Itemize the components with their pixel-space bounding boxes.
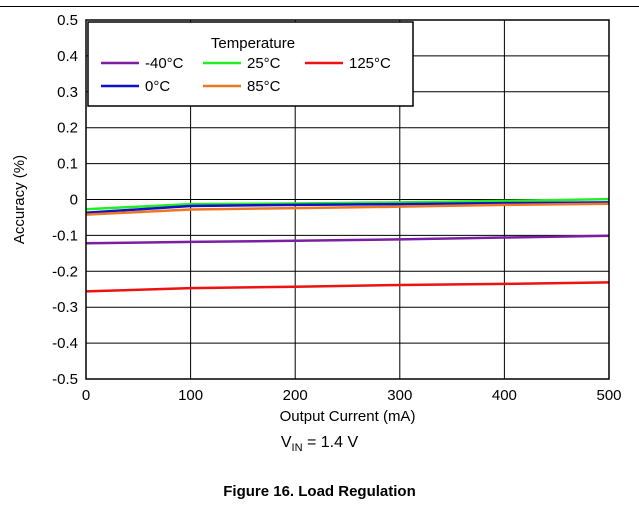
y-tick-label: -0.1: [52, 227, 78, 244]
legend-label: 25°C: [247, 55, 281, 72]
legend-label: -40°C: [145, 55, 184, 72]
condition-prefix: V: [280, 434, 292, 451]
y-tick-label: 0: [70, 192, 78, 209]
condition-suffix: = 1.4 V: [302, 434, 359, 451]
y-tick-label: -0.5: [52, 371, 78, 388]
x-tick-label: 200: [283, 387, 308, 404]
series-line: [85, 197, 610, 211]
series-line: [85, 281, 610, 293]
x-tick-labels: 0 100 200 300 400 500: [82, 387, 622, 404]
y-tick-label: -0.3: [52, 299, 78, 316]
y-tick-label: 0.3: [57, 84, 78, 101]
legend: Temperature -40°C 25°C 125°C 0°C 85°C: [87, 21, 414, 107]
y-tick-labels: 0.5 0.4 0.3 0.2 0.1 0 -0.1 -0.2 -0.3 -0.4 -0.5: [52, 12, 78, 388]
y-tick-label: 0.2: [57, 120, 78, 137]
x-tick-label: 100: [178, 387, 203, 404]
y-tick-label: 0.5: [57, 12, 78, 29]
top-rule: [0, 6, 639, 7]
condition-subscript: IN: [291, 442, 303, 455]
legend-label: 0°C: [145, 78, 170, 95]
legend-items: -40°C 25°C 125°C 0°C 85°C: [101, 55, 391, 95]
legend-box: [87, 21, 414, 107]
plot-frame: [85, 19, 610, 380]
series-line: [85, 201, 610, 215]
y-axis-title: Accuracy (%): [11, 155, 28, 244]
condition-label: VIN = 1.4 V: [0, 434, 639, 454]
series-lines: [85, 197, 610, 293]
y-tick-label: 0.4: [57, 48, 78, 65]
x-axis-title: Output Current (mA): [280, 408, 416, 425]
x-tick-label: 500: [596, 387, 621, 404]
x-tick-label: 400: [492, 387, 517, 404]
x-tick-label: 300: [387, 387, 412, 404]
y-tick-label: 0.1: [57, 156, 78, 173]
figure-caption: Figure 16. Load Regulation: [223, 483, 416, 500]
series-line: [85, 202, 610, 216]
y-tick-label: -0.2: [52, 263, 78, 280]
load-regulation-chart: 0.5 0.4 0.3 0.2 0.1 0 -0.1 -0.2 -0.3 -0.4 -0.5 0 10…: [11, 12, 622, 425]
y-tick-label: -0.4: [52, 335, 78, 352]
x-tick-label: 0: [82, 387, 90, 404]
legend-label: 125°C: [349, 55, 391, 72]
legend-title: Temperature: [211, 35, 295, 52]
series-line: [85, 234, 610, 245]
legend-label: 85°C: [247, 78, 281, 95]
